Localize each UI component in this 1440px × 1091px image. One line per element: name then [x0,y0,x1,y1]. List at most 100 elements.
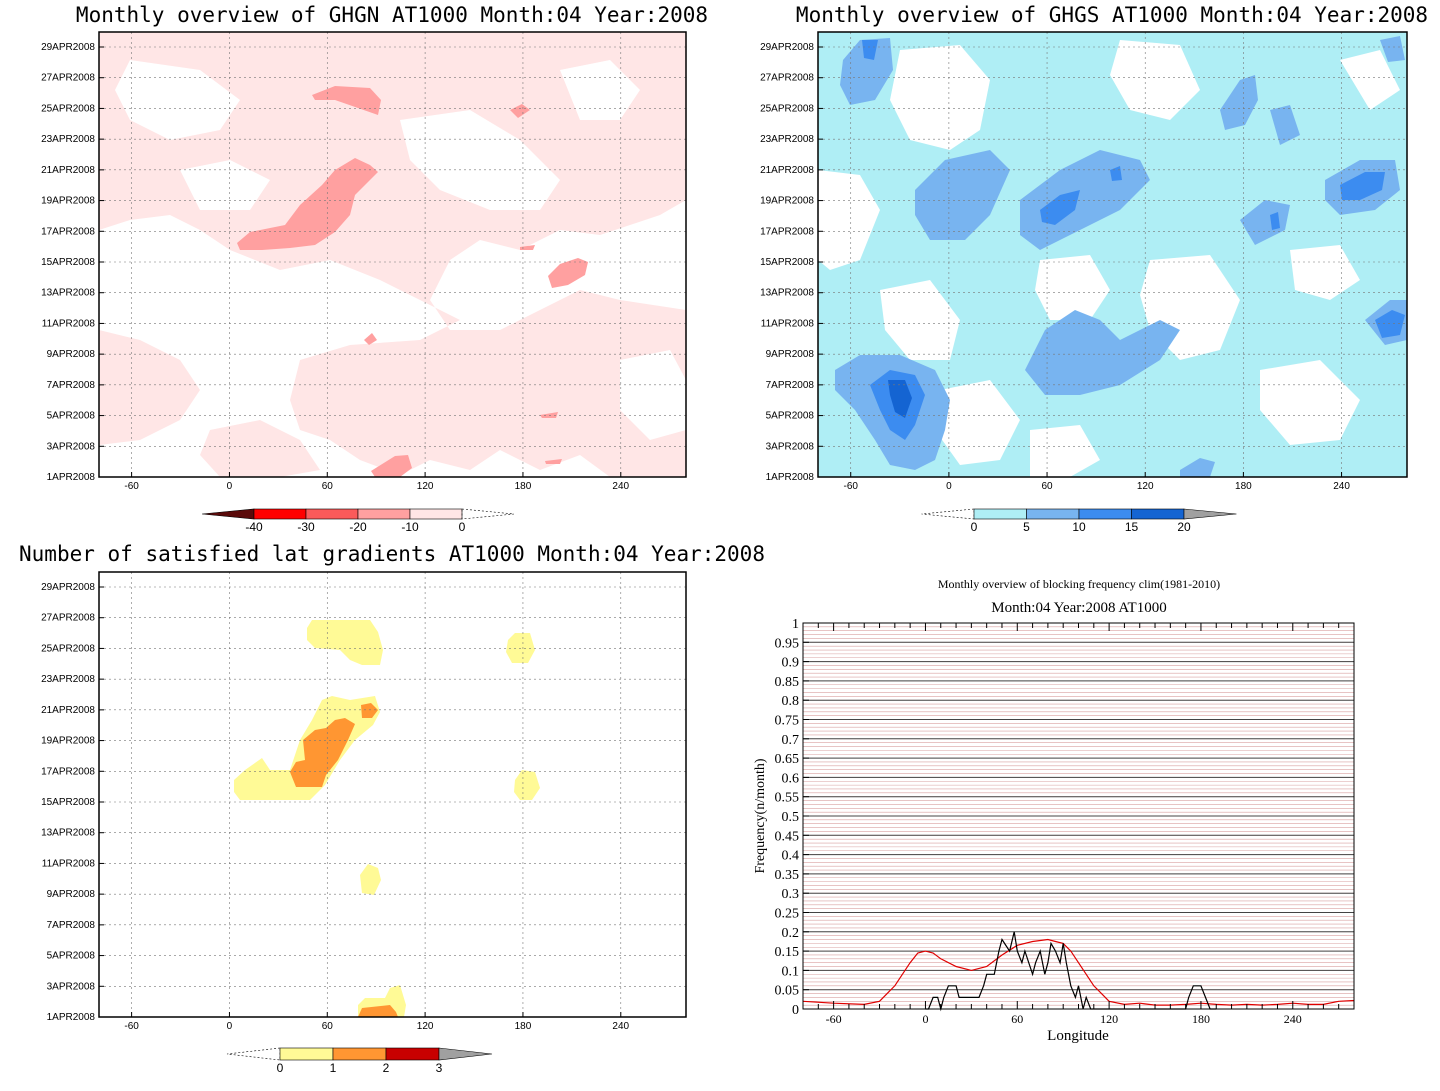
y-tick-label: 1 [792,617,799,632]
ghgn-contour-light-3 [200,420,320,477]
blocking-series [802,931,1355,1012]
colorbar-swatch [332,1047,387,1061]
colorbar-extension [201,508,255,520]
colorbar-label: -10 [401,520,419,534]
colorbar-extension [438,1047,493,1061]
x-tick-label: -60 [826,1012,842,1026]
ghgs-title: Monthly overview of GHGS AT1000 Month:04… [796,3,1428,27]
ghgs-darkest-1 [888,380,912,418]
y-tick-label: 27APR2008 [41,613,95,624]
y-tick-label: 0 [792,1003,799,1018]
y-tick-label: 23APR2008 [760,134,814,145]
colorbar-swatch [409,508,463,520]
series-line-0 [802,938,1355,1006]
y-tick-label: 0.05 [775,984,800,999]
y-tick-label: 25APR2008 [41,643,95,654]
ghgs-colorbar: 0 5 10 15 20 [921,508,1237,534]
x-tick-label: 240 [612,1021,629,1032]
ghgs-dark-3 [1340,172,1385,200]
ghgs-blank-5 [1035,255,1110,320]
colorbar-label: 0 [971,520,978,534]
y-tick-label: 11APR2008 [761,318,815,329]
y-tick-label: 1APR2008 [47,1012,96,1023]
y-tick-label: 0.1 [782,964,800,979]
blocking-subtitle: Month:04 Year:2008 AT1000 [991,600,1166,616]
x-tick-label: 60 [1041,481,1053,492]
y-tick-label: 0.3 [782,887,800,902]
colorbar-label: 0 [277,1061,284,1075]
y-tick-label: 11APR2008 [42,858,96,869]
colorbar-label: 20 [1177,520,1191,534]
ghgs-blank-6 [1110,40,1200,120]
x-tick-label: 0 [946,481,952,492]
colorbar-swatch [1026,508,1080,520]
y-tick-label: 0.7 [782,733,800,748]
y-tick-label: 21APR2008 [41,705,95,716]
ghgn-contours [99,32,686,477]
colorbar-swatch [385,1047,440,1061]
y-tick-label: 9APR2008 [47,889,96,900]
y-tick-label: 29APR2008 [760,42,814,53]
y-tick-label: 29APR2008 [41,42,95,53]
colorbar-label: -40 [245,520,263,534]
colorbar-swatch [357,508,411,520]
ghgs-yticks: 1APR2008 3APR2008 5APR2008 7APR2008 9APR2008… [760,42,823,483]
x-tick-label: 240 [1284,1012,1302,1026]
y-tick-label: 0.9 [782,656,800,671]
nsat-grid [99,572,686,1018]
colorbar-extension [1183,508,1237,520]
ghgs-mid-12 [1380,36,1405,62]
blocking-title: Monthly overview of blocking frequency c… [938,577,1220,591]
x-tick-label: 0 [227,481,233,492]
x-tick-label: 60 [322,1021,334,1032]
x-tick-label: 60 [322,481,334,492]
y-tick-label: 0.75 [775,714,800,729]
nsat-orange-2 [361,703,378,718]
ghgs-blank-11 [1340,50,1400,110]
blocking-xlabel: Longitude [1047,1028,1109,1044]
y-tick-label: 0.65 [775,752,800,767]
y-tick-label: 3APR2008 [47,441,96,452]
ghgs-mid-5 [1025,310,1180,395]
y-tick-label: 21APR2008 [41,165,95,176]
x-tick-label: 0 [922,1012,928,1026]
y-tick-label: 13APR2008 [760,288,814,299]
nsat-yellow-2 [506,633,535,663]
ghgs-dark-6 [1270,212,1280,230]
y-tick-label: 0.85 [775,675,800,690]
ghgn-mid-5 [364,333,377,345]
y-tick-label: 17APR2008 [41,226,95,237]
panel-blocking: Monthly overview of blocking frequency c… [753,577,1355,1044]
blocking-xticks: -60 0 60 120 180 240 [802,623,1355,1026]
y-tick-label: 25APR2008 [41,103,95,114]
x-tick-label: 180 [1192,1012,1210,1026]
y-tick-label: 0.45 [775,829,800,844]
y-tick-label: 0.5 [782,810,800,825]
ghgn-mid-6 [371,455,412,477]
x-tick-label: 120 [417,481,434,492]
y-tick-label: 5APR2008 [47,411,96,422]
y-tick-label: 15APR2008 [41,257,95,268]
x-tick-label: -60 [124,1021,139,1032]
y-tick-label: 0.8 [782,694,800,709]
colorbar-label: 3 [436,1061,443,1075]
x-tick-label: 240 [612,481,629,492]
y-tick-label: 3APR2008 [766,441,815,452]
y-tick-label: 0.55 [775,791,800,806]
ghgn-mid-4 [548,258,588,288]
y-tick-label: 0.25 [775,907,800,922]
ghgs-blank-3 [880,280,960,360]
y-tick-label: 0.35 [775,868,800,883]
ghgn-blank-4 [180,160,270,210]
y-tick-label: 0.6 [782,771,800,786]
ghgs-dark-2 [1040,190,1080,225]
ghgs-blank-2 [818,170,880,270]
x-tick-label: 120 [1137,481,1154,492]
y-tick-label: 7APR2008 [47,380,96,391]
colorbar-swatch [1078,508,1132,520]
colorbar-label: 0 [459,520,466,534]
y-tick-label: 23APR2008 [41,134,95,145]
x-tick-label: 240 [1333,481,1350,492]
x-tick-label: 60 [1011,1012,1023,1026]
nsat-yellow-4 [514,770,540,800]
